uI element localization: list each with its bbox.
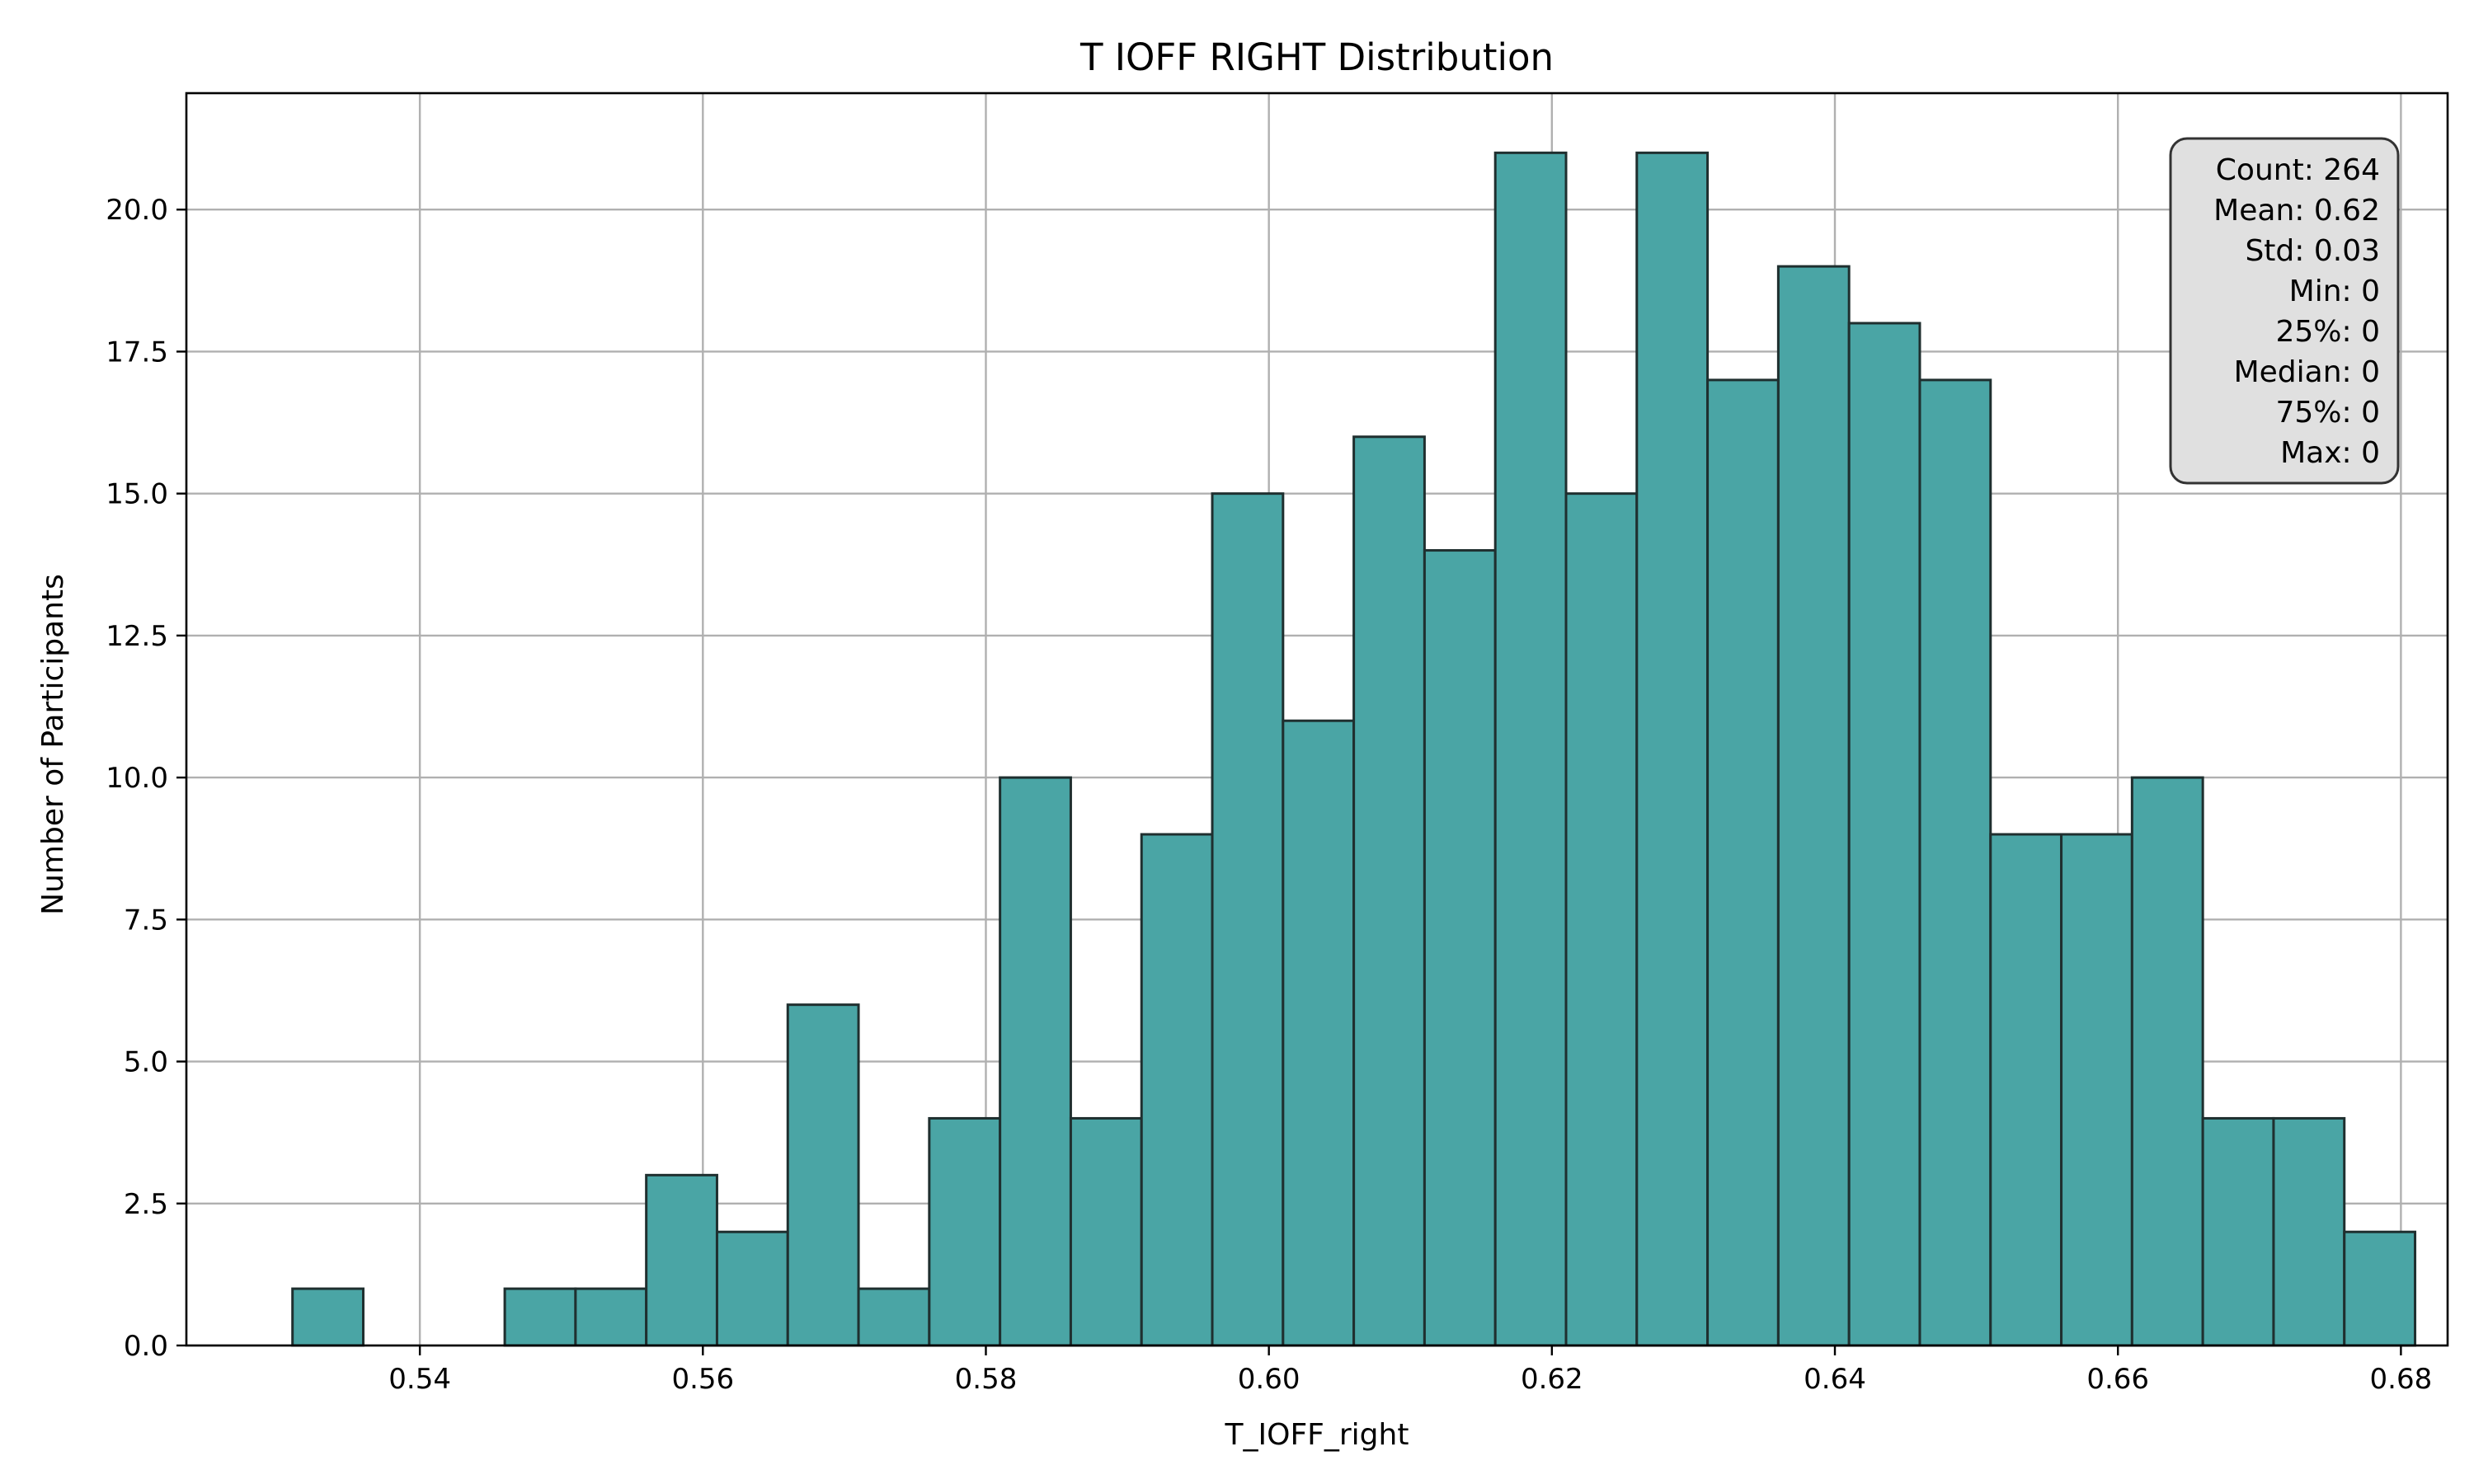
x-tick-label: 0.68: [2370, 1363, 2433, 1396]
stats-line: Min: 0: [2289, 275, 2380, 308]
stats-line: 25%: 0: [2276, 315, 2381, 349]
y-tick-label: 7.5: [124, 904, 168, 937]
x-tick-label: 0.62: [1521, 1363, 1583, 1396]
histogram-bar: [1423, 549, 1497, 1347]
histogram-bar: [2130, 776, 2204, 1347]
y-tick-label: 20.0: [106, 194, 168, 227]
y-tick-label: 12.5: [106, 620, 168, 653]
y-tick-label: 5.0: [124, 1046, 168, 1079]
histogram-bar: [1776, 265, 1851, 1347]
bars-group: [291, 151, 2417, 1347]
histogram-bar: [1918, 378, 1992, 1347]
stats-box: Count: 264 Mean: 0.62 Std: 0.03 Min: 0 25%: …: [2169, 137, 2400, 485]
histogram-bar: [2272, 1116, 2346, 1347]
stats-line: Std: 0.03: [2245, 234, 2380, 268]
ticks-group: 0.54 0.56 0.58 0.60 0.62 0.64 0.66 0.68 0.0 2.5 5.…: [106, 194, 2432, 1396]
histogram-bar: [645, 1173, 718, 1347]
x-tick-label: 0.56: [671, 1363, 734, 1396]
plot-frame: [185, 92, 2449, 1347]
stats-line: Mean: 0.62: [2213, 194, 2380, 228]
x-tick-label: 0.66: [2086, 1363, 2149, 1396]
x-tick-label: 0.54: [388, 1363, 451, 1396]
histogram-bar: [1635, 151, 1710, 1347]
histogram-bar: [291, 1287, 365, 1347]
chart-title: T IOFF RIGHT Distribution: [1079, 35, 1554, 79]
histogram-bar: [574, 1287, 648, 1347]
histogram-bar: [999, 776, 1072, 1347]
stats-box-frame: [2169, 137, 2400, 485]
histogram-bar: [2060, 833, 2133, 1347]
y-tick-label: 10.0: [106, 762, 168, 795]
histogram-bar: [1493, 151, 1568, 1347]
histogram-bar: [1282, 719, 1356, 1347]
histogram-bar: [503, 1287, 577, 1347]
x-tick-label: 0.64: [1804, 1363, 1866, 1396]
histogram-bar: [2201, 1116, 2275, 1347]
histogram-bar: [928, 1116, 1002, 1347]
x-tick-label: 0.60: [1238, 1363, 1300, 1396]
x-axis-label: T_IOFF_right: [1225, 1418, 1409, 1452]
histogram-bar: [1211, 492, 1285, 1347]
y-tick-label: 0.0: [124, 1330, 168, 1363]
histogram-bar: [857, 1287, 931, 1347]
stats-line: Max: 0: [2280, 436, 2380, 470]
histogram-bar: [1140, 833, 1214, 1347]
stats-line: Count: 264: [2216, 153, 2380, 187]
y-tick-label: 2.5: [124, 1188, 168, 1221]
histogram-bar: [786, 1003, 860, 1347]
axes-group: [185, 92, 2449, 1347]
x-tick-label: 0.58: [955, 1363, 1018, 1396]
histogram-bar: [1564, 492, 1639, 1347]
histogram-bar: [1069, 1116, 1143, 1347]
y-tick-label: 15.0: [106, 478, 168, 511]
histogram-bar: [1352, 435, 1426, 1347]
histogram-bar: [2343, 1230, 2417, 1347]
stats-line: Median: 0: [2234, 355, 2380, 389]
histogram-bar: [715, 1230, 789, 1347]
stats-line: 75%: 0: [2276, 396, 2381, 430]
y-axis-label: Number of Participants: [36, 574, 70, 915]
histogram-bar: [1847, 322, 1921, 1347]
histogram-bar: [1989, 833, 2063, 1347]
y-tick-label: 17.5: [106, 336, 168, 369]
histogram-bar: [1706, 378, 1780, 1347]
